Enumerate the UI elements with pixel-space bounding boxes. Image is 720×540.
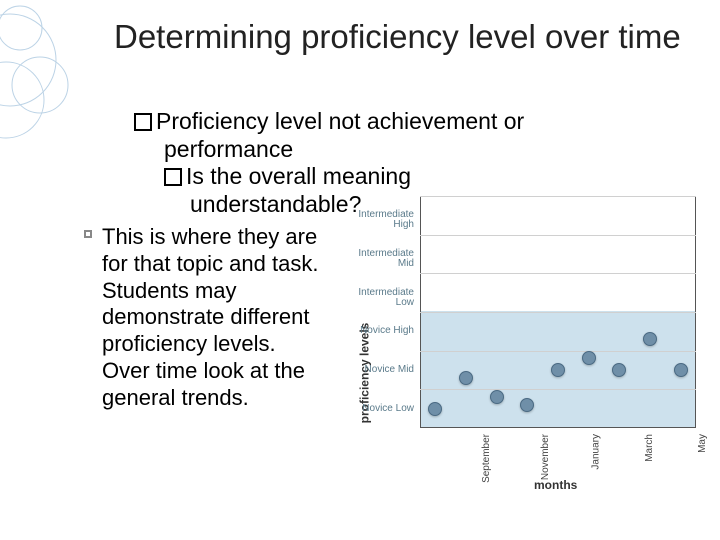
chart-gridline [420,312,696,313]
bullet-1: Proficiency level not achievement or [156,108,524,134]
body-text: This is where they are for that topic an… [102,224,327,412]
chart-y-tick: Novice Low [344,404,414,414]
chart-y-tick: Intermediate Mid [344,249,414,269]
chart-marker [582,351,596,365]
chart-marker [459,371,473,385]
chart-band [421,388,695,427]
checkbox-icon [164,168,182,186]
chart-band [421,195,695,234]
chart-x-tick: September [481,434,492,483]
chart-band [421,272,695,311]
chart-y-tick: Intermediate High [344,210,414,230]
chart-y-tick: Novice High [344,326,414,336]
bullet-2: performance [164,136,293,162]
slide-title: Determining proficiency level over time [114,18,681,56]
chart-band [421,234,695,273]
chart-x-tick: May [697,434,708,453]
chart-marker [428,402,442,416]
decorative-circles [0,0,80,160]
chart-marker [551,363,565,377]
chart-marker [674,363,688,377]
chart-marker [520,398,534,412]
chart-gridline [420,196,696,197]
checkbox-icon [134,113,152,131]
proficiency-scatter-chart: proficiency levels months Novice LowNovi… [324,196,696,492]
chart-marker [490,390,504,404]
bullet-3: Is the overall meaning [186,163,411,189]
chart-gridline [420,273,696,274]
chart-gridline [420,351,696,352]
chart-marker [643,332,657,346]
chart-x-tick: January [591,434,602,470]
chart-gridline [420,389,696,390]
chart-gridline [420,235,696,236]
square-bullet-icon [84,230,92,238]
chart-marker [612,363,626,377]
chart-x-tick: November [540,434,551,480]
chart-y-tick: Intermediate Low [344,288,414,308]
chart-x-tick: March [644,434,655,462]
chart-y-tick: Novice Mid [344,365,414,375]
